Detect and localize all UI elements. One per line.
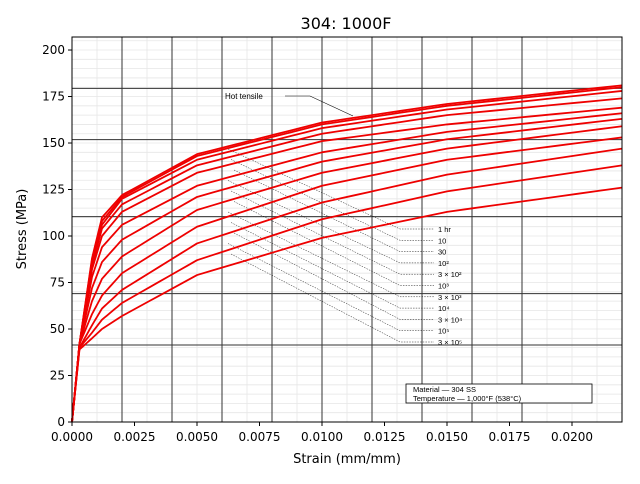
scan-material-text: Material — 304 SS bbox=[413, 385, 476, 394]
x-tick-label: 0.0125 bbox=[364, 430, 406, 444]
x-tick-label: 0.0150 bbox=[426, 430, 468, 444]
scan-leader-time bbox=[230, 222, 434, 309]
y-tick-label: 175 bbox=[42, 90, 65, 104]
scan-label-time: 3 × 10⁵ bbox=[438, 338, 462, 347]
scan-leader-time bbox=[233, 169, 434, 252]
scan-label-time: 30 bbox=[438, 248, 446, 257]
scan-leader-time bbox=[233, 201, 434, 286]
x-tick-label: 0.0100 bbox=[301, 430, 343, 444]
background-scan-layer: Hot tensile 1 hr 10 30 10² 3 × 10² 10³ 3 × 10³ 1… bbox=[72, 37, 622, 422]
scan-leader-time bbox=[227, 243, 434, 331]
y-tick-label: 25 bbox=[50, 369, 65, 383]
scan-leader-time bbox=[233, 232, 434, 320]
y-tick-label: 125 bbox=[42, 183, 65, 197]
y-tick-label: 50 bbox=[50, 322, 65, 336]
series-line-10 bbox=[71, 147, 623, 423]
scan-leader-time bbox=[227, 211, 434, 298]
y-tick-label: 200 bbox=[42, 43, 65, 57]
x-tick-label: 0.0050 bbox=[176, 430, 218, 444]
scan-temperature-text: Temperature — 1,000°F (538°C) bbox=[413, 394, 522, 403]
series-line-12 bbox=[71, 186, 623, 423]
scan-material-box bbox=[405, 383, 593, 404]
scan-label-time: 10³ bbox=[438, 282, 449, 291]
scan-leader-time bbox=[227, 180, 434, 264]
scan-label-time: 10² bbox=[438, 259, 449, 268]
chart-title: 304: 1000F bbox=[301, 14, 392, 33]
series-line-9 bbox=[71, 136, 623, 423]
y-axis-ticks: 0 25 50 75 100 125 150 175 200 bbox=[42, 43, 72, 429]
y-tick-label: 100 bbox=[42, 229, 65, 243]
x-tick-label: 0.0075 bbox=[239, 430, 281, 444]
y-tick-label: 150 bbox=[42, 136, 65, 150]
y-tick-label: 0 bbox=[57, 415, 65, 429]
plot-frame bbox=[71, 36, 623, 423]
x-tick-label: 0.0025 bbox=[114, 430, 156, 444]
series-line-11 bbox=[71, 164, 623, 423]
scan-label-time: 10⁵ bbox=[438, 327, 449, 336]
scan-label-time: 10⁴ bbox=[438, 304, 450, 313]
scan-label-time: 1 hr bbox=[438, 225, 451, 234]
x-tick-label: 0.0200 bbox=[551, 430, 593, 444]
x-axis-label: Strain (mm/mm) bbox=[293, 452, 401, 467]
x-tick-label: 0.0175 bbox=[489, 430, 531, 444]
series-line-8 bbox=[71, 125, 623, 423]
scan-leader-time bbox=[230, 253, 434, 343]
scan-leader-time bbox=[227, 148, 434, 230]
scan-label-time: 3 × 10³ bbox=[438, 293, 462, 302]
x-tick-label: 0.0000 bbox=[51, 430, 93, 444]
y-tick-label: 75 bbox=[50, 276, 65, 290]
scan-label-time: 3 × 10⁴ bbox=[438, 315, 462, 324]
scan-leader-time bbox=[230, 190, 434, 275]
scan-label-time: 10 bbox=[438, 236, 446, 245]
scan-leader-hot-tensile bbox=[285, 95, 354, 117]
series-line-7 bbox=[71, 117, 623, 423]
y-axis-label: Stress (MPa) bbox=[15, 189, 30, 270]
scan-leader-time bbox=[230, 159, 434, 241]
scan-label-hot-tensile: Hot tensile bbox=[225, 92, 263, 101]
x-axis-ticks: 0.0000 0.0025 0.0050 0.0075 0.0100 0.0125 0.01… bbox=[51, 422, 593, 444]
scan-label-time: 3 × 10² bbox=[438, 270, 462, 279]
series-layer bbox=[71, 84, 623, 423]
